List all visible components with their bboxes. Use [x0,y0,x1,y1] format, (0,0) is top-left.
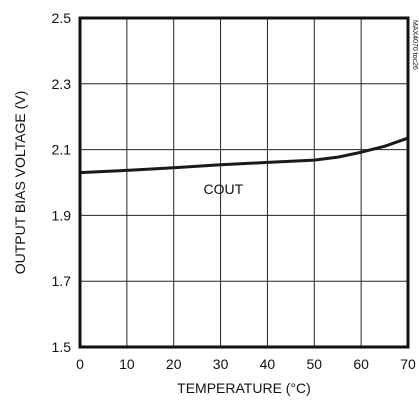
y-tick-label: 2.1 [52,142,72,158]
grid [80,18,408,347]
x-axis-title: TEMPERATURE (°C) [177,380,311,396]
y-tick-label: 2.5 [52,10,72,26]
x-tick-label: 70 [400,356,416,372]
y-tick-label: 2.3 [52,76,72,92]
x-tick-label: 30 [213,356,229,372]
x-tick-label: 0 [76,356,84,372]
x-tick-label: 20 [166,356,182,372]
y-tick-label: 1.5 [52,339,72,355]
x-tick-label: 40 [260,356,276,372]
x-tick-label: 50 [306,356,322,372]
y-tick-labels: 1.5 1.7 1.9 2.1 2.3 2.5 [52,10,72,355]
x-tick-label: 10 [119,356,135,372]
x-tick-label: 60 [353,356,369,372]
x-tick-labels: 0 10 20 30 40 50 60 70 [76,356,416,372]
y-tick-label: 1.9 [52,207,72,223]
series-line-cout [80,138,408,173]
figure-code: MAX4070 toc26 [411,20,418,70]
series-label-cout: COUT [204,181,244,197]
plot-frame [80,18,408,347]
y-tick-label: 1.7 [52,273,72,289]
y-axis-title: OUTPUT BIAS VOLTAGE (V) [12,91,28,275]
